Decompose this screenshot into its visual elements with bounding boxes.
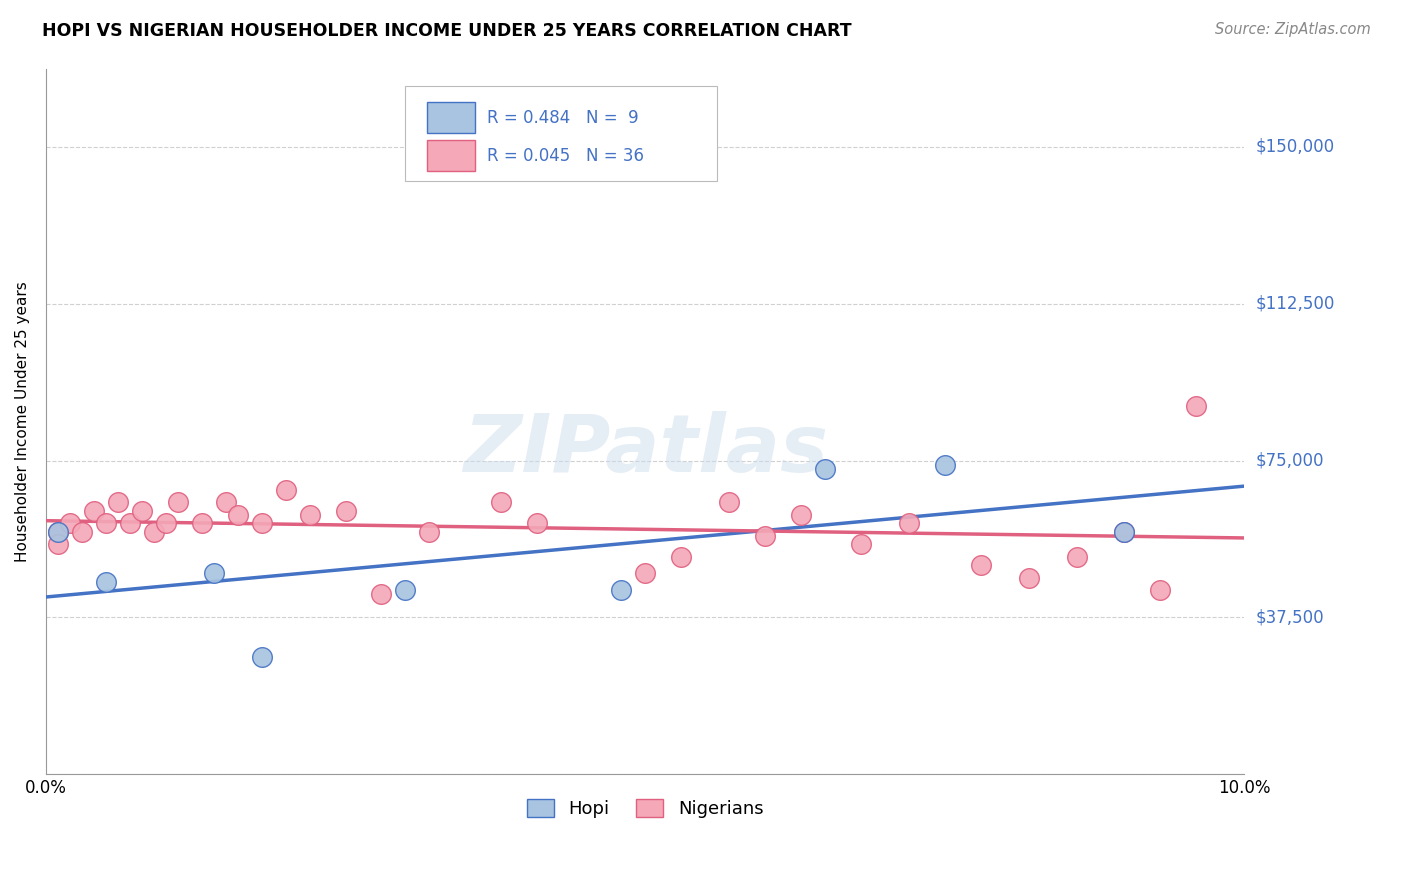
Text: $75,000: $75,000 <box>1256 451 1324 469</box>
Text: R = 0.484   N =  9: R = 0.484 N = 9 <box>486 109 638 127</box>
Point <box>202 566 225 581</box>
Point <box>969 558 991 572</box>
Text: $112,500: $112,500 <box>1256 294 1334 313</box>
Point <box>526 516 548 531</box>
Point <box>717 495 740 509</box>
Point <box>394 583 416 598</box>
Legend: Hopi, Nigerians: Hopi, Nigerians <box>519 791 770 825</box>
FancyBboxPatch shape <box>405 87 717 181</box>
Point <box>70 524 93 539</box>
Text: Source: ZipAtlas.com: Source: ZipAtlas.com <box>1215 22 1371 37</box>
Point <box>250 650 273 665</box>
Point <box>1018 571 1040 585</box>
Point <box>46 524 69 539</box>
Point <box>250 516 273 531</box>
Point <box>335 504 357 518</box>
Y-axis label: Householder Income Under 25 years: Householder Income Under 25 years <box>15 281 30 562</box>
Point <box>849 537 872 551</box>
Text: ZIPatlas: ZIPatlas <box>463 410 828 489</box>
Point <box>46 524 69 539</box>
Point <box>370 587 392 601</box>
Point <box>131 504 153 518</box>
Point <box>634 566 657 581</box>
Point <box>59 516 82 531</box>
Point <box>190 516 212 531</box>
Point <box>934 458 956 472</box>
Point <box>94 574 117 589</box>
Point <box>1149 583 1171 598</box>
Text: $150,000: $150,000 <box>1256 138 1334 156</box>
Point <box>1114 524 1136 539</box>
Point <box>1114 524 1136 539</box>
Point <box>669 549 692 564</box>
Point <box>790 508 813 522</box>
Point <box>155 516 177 531</box>
Point <box>897 516 920 531</box>
Point <box>491 495 513 509</box>
Point <box>83 504 105 518</box>
FancyBboxPatch shape <box>427 103 475 134</box>
Point <box>46 537 69 551</box>
Point <box>418 524 440 539</box>
Text: R = 0.045   N = 36: R = 0.045 N = 36 <box>486 147 644 165</box>
Point <box>118 516 141 531</box>
Point <box>215 495 238 509</box>
Point <box>166 495 188 509</box>
Point <box>142 524 165 539</box>
Point <box>1066 549 1088 564</box>
Text: $37,500: $37,500 <box>1256 608 1324 626</box>
Point <box>610 583 633 598</box>
Text: HOPI VS NIGERIAN HOUSEHOLDER INCOME UNDER 25 YEARS CORRELATION CHART: HOPI VS NIGERIAN HOUSEHOLDER INCOME UNDE… <box>42 22 852 40</box>
Point <box>94 516 117 531</box>
Point <box>107 495 129 509</box>
Point <box>1185 399 1208 413</box>
Point <box>814 462 837 476</box>
Point <box>274 483 297 497</box>
FancyBboxPatch shape <box>427 140 475 171</box>
Point <box>298 508 321 522</box>
Point <box>226 508 249 522</box>
Point <box>754 529 776 543</box>
